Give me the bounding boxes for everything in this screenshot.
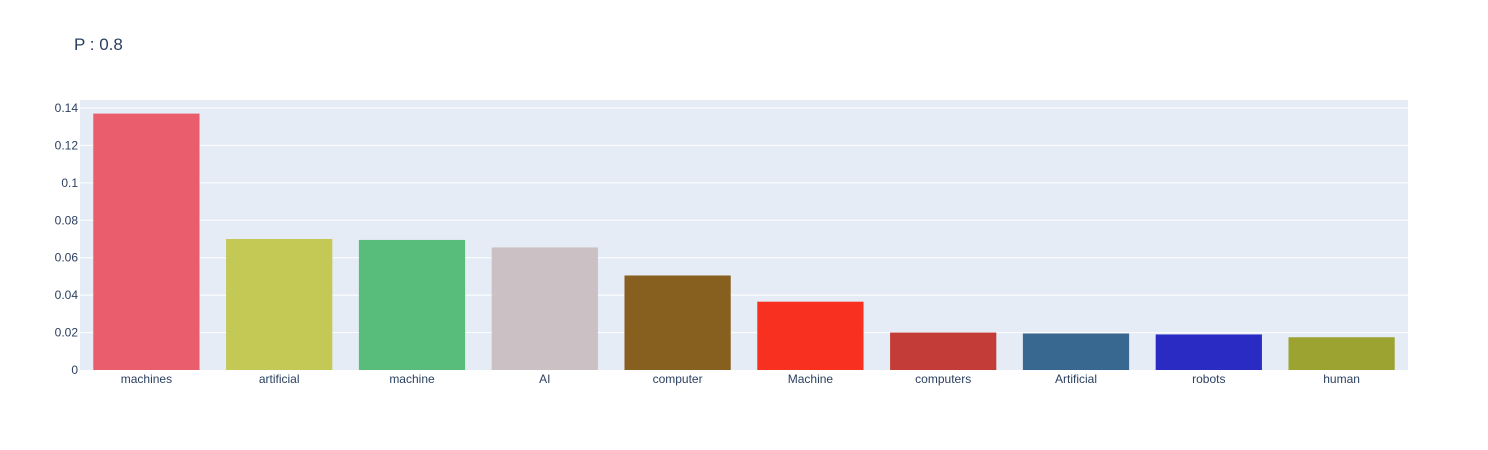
y-tick-label: 0.02: [55, 326, 79, 340]
x-tick-label: Machine: [788, 372, 834, 386]
bar-artificial: [1022, 333, 1130, 370]
x-tick-label: artificial: [259, 372, 300, 386]
x-tick-label: machine: [389, 372, 435, 386]
x-tick-label: computers: [915, 372, 971, 386]
x-tick-label: AI: [539, 372, 550, 386]
bar-computer: [624, 275, 731, 370]
y-tick-label: 0.12: [55, 138, 79, 152]
y-tick-label: 0.14: [55, 101, 79, 115]
y-tick-label: 0.04: [55, 288, 79, 302]
x-tick-label: robots: [1192, 372, 1225, 386]
x-tick-label: Artificial: [1055, 372, 1097, 386]
bars: [93, 113, 1395, 370]
y-tick-label: 0.06: [55, 251, 79, 265]
chart-title: P : 0.8: [74, 35, 123, 54]
bar-computers: [890, 332, 997, 370]
bar-machine: [757, 301, 864, 370]
bar-artificial: [226, 239, 333, 370]
bar-ai: [491, 247, 598, 370]
bar-machine: [358, 239, 466, 370]
y-axis-ticks: 0 0.02 0.04 0.06 0.08 0.1 0.12 0.14: [55, 101, 79, 377]
x-tick-label: machines: [121, 372, 172, 386]
x-tick-label: computer: [653, 372, 703, 386]
bar-human: [1288, 337, 1395, 370]
bar-machines: [93, 113, 200, 370]
y-tick-label: 0: [71, 363, 78, 377]
y-tick-label: 0.08: [55, 213, 79, 227]
bar-robots: [1155, 334, 1262, 370]
x-axis-ticks: machines artificial machine AI computer Machi…: [121, 372, 1360, 386]
x-tick-label: human: [1323, 372, 1360, 386]
y-tick-label: 0.1: [61, 176, 78, 190]
